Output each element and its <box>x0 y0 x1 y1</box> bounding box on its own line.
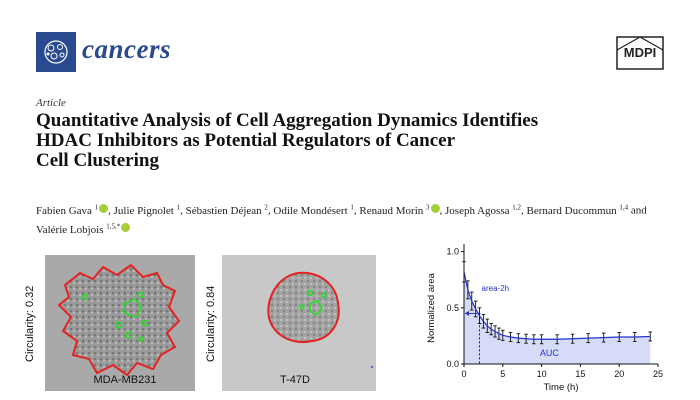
cell-aggregate-round-image <box>267 271 373 368</box>
y-tick-label: 0.5 <box>446 303 459 313</box>
cell-line-label: T-47D <box>280 374 310 386</box>
micrograph-image <box>45 255 195 391</box>
author-separator: , <box>108 204 114 217</box>
journal-header: cancers MDPI <box>36 32 664 72</box>
micrograph-panel-2: Circularity: 0.84 T-47D <box>200 250 380 396</box>
cell-line-label: MDA-MB231 <box>93 374 157 386</box>
micrograph-image <box>222 255 376 391</box>
title-line: Cell Clustering <box>36 150 159 171</box>
author[interactable]: Renaud Morin 3 <box>359 203 440 217</box>
author-separator: , <box>180 204 186 217</box>
author-name: Odile Mondésert <box>273 204 348 217</box>
micrograph-panel-1: Circularity: 0.32 MDA-MB231 <box>20 250 200 396</box>
y-tick-label: 1.0 <box>446 247 459 257</box>
title-line: Quantitative Analysis of Cell Aggregatio… <box>36 110 539 131</box>
aggregation-chart: 0 5 10 15 20 25 0.0 0.5 1.0 area-2h AUC Normalized… <box>426 244 663 393</box>
x-tick-label: 0 <box>461 369 466 379</box>
author-name: Bernard Ducommun <box>526 204 617 217</box>
cell-aggregate-irregular-image <box>57 263 181 377</box>
author-name: Valérie Lobjois <box>36 224 104 237</box>
author[interactable]: Joseph Agossa 1,2 <box>445 203 521 217</box>
author-name: Fabien Gava <box>36 204 92 217</box>
author-separator: , <box>353 204 360 217</box>
article-title: Quantitative Analysis of Cell Aggregatio… <box>36 111 666 171</box>
x-tick-label: 5 <box>500 369 505 379</box>
author-affiliation: 2 <box>264 203 268 211</box>
circularity-label: Circularity: 0.32 <box>24 285 36 362</box>
publisher-logo-icon <box>616 36 664 70</box>
author-name: Joseph Agossa <box>445 204 510 217</box>
author-separator: , <box>267 204 274 217</box>
series-line <box>463 271 651 340</box>
annotation-label: area-2h <box>482 284 510 293</box>
author-separator: , <box>521 204 527 217</box>
author[interactable]: Sébastien Déjean 2 <box>185 203 268 217</box>
author-affiliation: 1,4 <box>619 203 629 211</box>
publisher-logo[interactable]: MDPI <box>616 36 664 70</box>
publisher-name: MDPI <box>623 45 657 60</box>
author-name: Sébastien Déjean <box>185 204 262 217</box>
orcid-icon[interactable] <box>430 203 440 213</box>
chart-layer: 0 5 10 15 20 25 0.0 0.5 1.0 area-2h AUC <box>446 244 663 379</box>
author[interactable]: Odile Mondésert 1 <box>273 203 354 217</box>
journal-name[interactable]: cancers <box>82 34 171 64</box>
journal-logo-icon <box>36 32 76 72</box>
y-tick-label: 0.0 <box>446 359 459 369</box>
author-affiliation: 1 <box>350 203 354 211</box>
auc-label: AUC <box>540 348 560 358</box>
x-axis-label: Time (h) <box>543 382 578 393</box>
author-list: Fabien Gava 1, Julie Pignolet 1, Sébasti… <box>36 199 656 238</box>
x-tick-label: 20 <box>614 369 624 379</box>
article-type: Article <box>36 97 66 109</box>
author-affiliation: 1 <box>176 203 181 211</box>
circularity-label: Circularity: 0.84 <box>205 285 217 362</box>
x-tick-label: 15 <box>575 369 585 379</box>
author-separator: and <box>628 204 647 217</box>
author[interactable]: Fabien Gava 1 <box>36 203 109 217</box>
y-axis-label: Normalized area <box>426 272 437 342</box>
annotation-arrow-head <box>465 310 469 316</box>
author-affiliation: 1,2 <box>512 203 521 211</box>
orcid-icon[interactable] <box>99 203 109 213</box>
author-affiliation: 1,5,* <box>106 222 121 231</box>
author-separator: , <box>439 204 446 217</box>
author-name: Julie Pignolet <box>113 204 174 217</box>
x-tick-label: 25 <box>653 369 663 379</box>
orcid-icon[interactable] <box>121 223 131 233</box>
author-name: Renaud Morin <box>359 204 424 217</box>
x-tick-label: 10 <box>537 369 547 379</box>
author[interactable]: Valérie Lobjois 1,5,* <box>36 222 131 237</box>
author[interactable]: Julie Pignolet 1 <box>113 203 181 217</box>
author-affiliation: 1 <box>94 203 99 211</box>
title-line: HDAC Inhibitors as Potential Regulators … <box>36 130 456 151</box>
author-affiliation: 3 <box>426 203 430 211</box>
author[interactable]: Bernard Ducommun 1,4 <box>526 203 629 217</box>
